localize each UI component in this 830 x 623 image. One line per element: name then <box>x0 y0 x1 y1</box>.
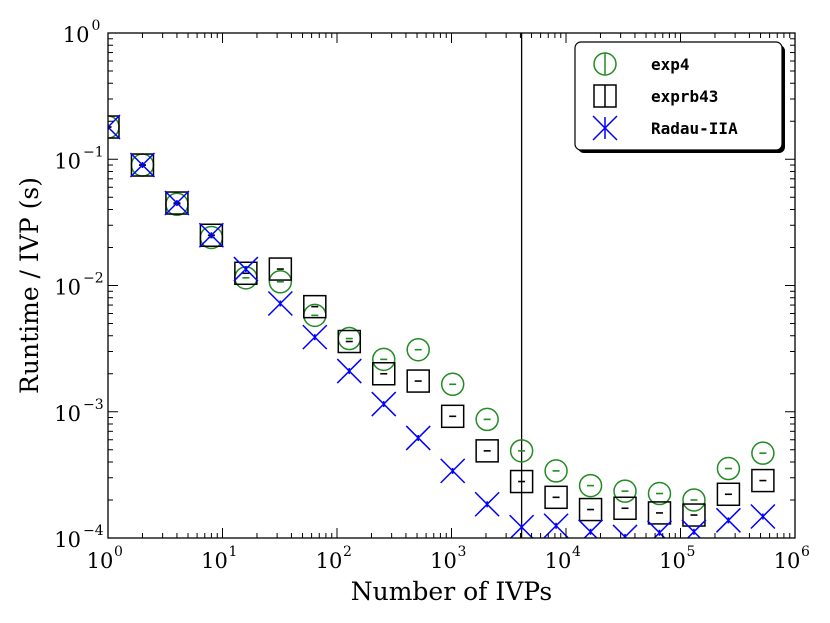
data-point-x <box>474 491 500 517</box>
y-tick-label-exponent: −2 <box>83 271 104 287</box>
data-point-x <box>750 503 776 530</box>
x-tick-label-exponent: 1 <box>229 544 238 560</box>
data-point-square <box>440 404 465 429</box>
data-point-square <box>337 329 362 354</box>
data-point-square <box>578 497 603 522</box>
legend-entry: Radau-IIA <box>592 115 738 141</box>
y-tick-label: 10 <box>54 528 81 552</box>
data-point-circle <box>613 479 637 503</box>
x-tick-label: 10 <box>545 549 572 573</box>
data-point-square <box>613 496 637 521</box>
data-point-x <box>302 324 328 350</box>
data-point-circle <box>371 347 396 372</box>
x-tick-label-exponent: 2 <box>343 544 352 560</box>
legend: exp4 exprb43 Radau-IIA <box>574 41 785 153</box>
x-tick-label-exponent: 0 <box>114 544 123 560</box>
data-point-square <box>406 369 430 393</box>
data-point-x <box>336 358 362 384</box>
data-point-square <box>268 257 293 281</box>
x-tick-label: 10 <box>316 549 343 573</box>
data-point-circle <box>578 473 603 498</box>
legend-entry: exprb43 <box>593 84 718 108</box>
x-tick-label: 10 <box>87 549 114 573</box>
data-point-x <box>164 190 190 216</box>
data-point-square <box>682 503 706 527</box>
data-point-x <box>612 524 638 538</box>
data-point-x <box>578 519 604 538</box>
data-point-circle <box>647 481 672 506</box>
data-point-square <box>108 115 120 139</box>
data-point-circle <box>268 270 293 294</box>
legend-box <box>574 41 783 151</box>
y-tick-label-exponent: −3 <box>83 397 104 413</box>
data-point-square <box>647 501 672 525</box>
data-point-x <box>646 520 673 538</box>
data-point-x <box>108 114 121 140</box>
data-point-x <box>509 514 535 538</box>
data-point-square <box>371 361 396 386</box>
data-point-x <box>681 519 707 538</box>
legend-label: exprb43 <box>651 87 718 106</box>
data-point-circle <box>406 337 430 362</box>
y-tick-label-exponent: 0 <box>92 18 101 34</box>
data-point-circle <box>509 439 534 463</box>
data-point-square <box>716 482 741 507</box>
data-point-x <box>371 391 397 417</box>
data-point-circle <box>716 456 741 481</box>
x-tick-label-exponent: 5 <box>687 544 696 560</box>
data-point-x <box>129 152 155 178</box>
data-point-square <box>475 439 499 463</box>
series-radau-iia <box>108 114 776 538</box>
y-tick-label: 10 <box>54 149 81 173</box>
x-tick-label: 10 <box>430 549 457 573</box>
axis-ticks <box>107 33 795 539</box>
y-axis-title: Runtime / IVP (s) <box>15 177 44 394</box>
x-tick-label-exponent: 6 <box>801 544 810 560</box>
y-tick-label: 10 <box>63 23 90 47</box>
x-axis-title: Number of IVPs <box>351 577 553 606</box>
data-point-circle <box>544 459 568 483</box>
axis-tick-labels: 10 0 10 1 10 2 10 3 10 4 10 5 10 610 −410 −310 −210 −110 0 <box>54 18 810 573</box>
data-point-square <box>303 294 327 319</box>
data-point-x <box>405 425 431 451</box>
legend-label: exp4 <box>651 55 690 74</box>
data-point-square <box>544 485 568 510</box>
data-point-square <box>234 261 258 286</box>
data-point-square <box>509 469 534 494</box>
y-tick-label-exponent: −1 <box>83 144 104 160</box>
data-point-x <box>233 256 259 282</box>
data-point-square <box>751 468 775 493</box>
y-tick-label: 10 <box>54 402 81 426</box>
plot-area <box>108 33 776 538</box>
x-tick-label-exponent: 4 <box>572 544 581 560</box>
data-point-circle <box>682 488 706 512</box>
y-tick-label: 10 <box>54 276 81 300</box>
data-point-x <box>267 290 293 317</box>
data-point-x <box>440 458 466 484</box>
data-point-circle <box>475 407 499 432</box>
y-tick-label-exponent: −4 <box>83 523 104 539</box>
data-point-x <box>715 507 741 533</box>
data-point-x <box>198 222 224 248</box>
series-exprb43 <box>108 115 775 527</box>
x-tick-label-exponent: 3 <box>458 544 467 560</box>
data-point-circle <box>440 372 465 397</box>
x-tick-label: 10 <box>201 549 228 573</box>
x-tick-label: 10 <box>659 549 686 573</box>
legend-entry: exp4 <box>593 52 690 76</box>
data-point-circle <box>751 441 775 465</box>
legend-label: Radau-IIA <box>651 119 738 138</box>
x-tick-label: 10 <box>774 549 801 573</box>
